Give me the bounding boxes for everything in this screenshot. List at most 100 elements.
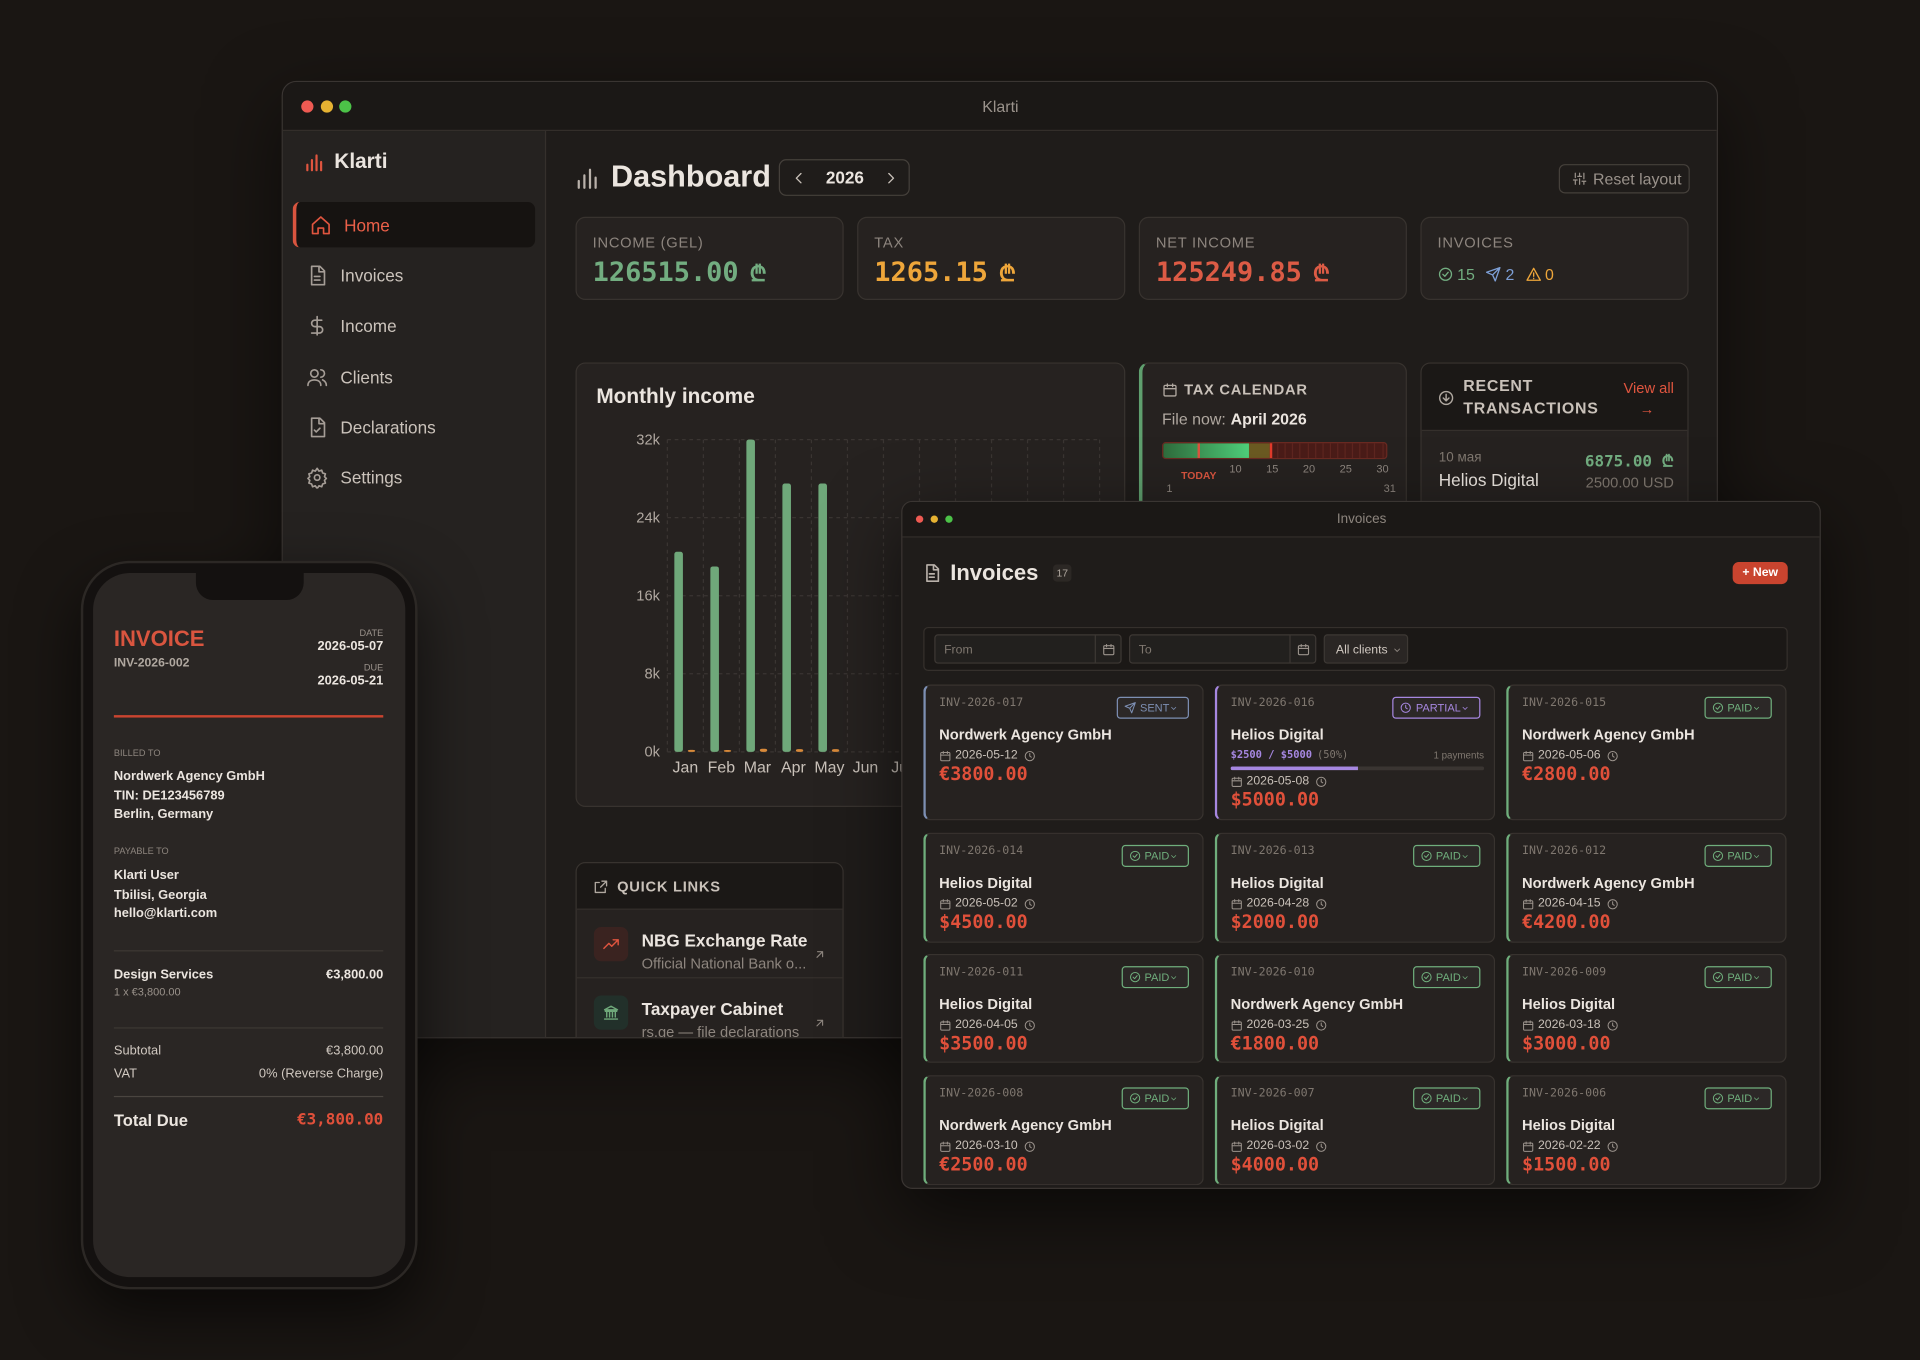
phone-screen: INVOICE INV-2026-002 DATE 2026-05-07 DUE 2026… <box>93 573 406 1278</box>
icon-shape <box>1523 1141 1534 1146</box>
icon-shape <box>1103 644 1115 655</box>
invoice-amount: €1800.00 <box>1230 1032 1320 1055</box>
status-badge[interactable]: PAID <box>1121 966 1189 989</box>
calendar-icon <box>1231 1019 1242 1031</box>
nav-item[interactable] <box>293 252 535 297</box>
icon-shape <box>307 467 328 489</box>
status-badge[interactable]: PAID <box>1704 844 1772 867</box>
dashboard-icon <box>577 168 597 189</box>
file-now-label: File now: <box>1162 409 1226 428</box>
icon-shape <box>940 1019 951 1025</box>
date-filter[interactable]: To <box>1128 634 1317 664</box>
invoice-card[interactable]: INV-2026-012 PAID Nordwerk Agency GmbH 2026… <box>1506 832 1787 943</box>
invoice-id: INV-2026-012 <box>1522 844 1607 858</box>
window-dot[interactable] <box>930 515 939 524</box>
icon-shape <box>1754 975 1760 979</box>
invoice-id: INV-2026-016 <box>1230 696 1315 710</box>
invoice-card[interactable]: INV-2026-009 PAID Helios Digital 2026-03-18… <box>1506 953 1787 1063</box>
status-icon <box>1129 1093 1140 1104</box>
icon-shape <box>1231 1142 1242 1152</box>
invoice-card[interactable]: INV-2026-006 PAID Helios Digital 2026-02-22… <box>1506 1075 1787 1186</box>
tax-bar-tick <box>1351 443 1354 458</box>
y-tick-label: 32k <box>636 432 660 448</box>
status-badge[interactable]: PAID <box>1704 1087 1772 1110</box>
nav-icon <box>311 216 330 235</box>
invoice-id: INV-2026-010 <box>1230 965 1315 979</box>
window-dot[interactable] <box>944 515 953 524</box>
nav-item[interactable] <box>293 303 535 348</box>
invoice-card[interactable]: INV-2026-008 PAID Nordwerk Agency GmbH 2026… <box>923 1075 1204 1186</box>
quick-link[interactable]: Taxpayer Cabinet rs.ge — file declaration… <box>577 978 843 1037</box>
title-bar <box>282 82 1717 132</box>
invoice-card[interactable]: INV-2026-013 PAID Helios Digital 2026-04-28… <box>1214 832 1496 943</box>
icon-shape <box>1421 1093 1432 1104</box>
bar <box>818 483 827 752</box>
tax-bar-tick <box>1337 443 1339 458</box>
status-badge[interactable]: PAID <box>1121 1087 1189 1110</box>
status-badge[interactable]: PARTIAL <box>1392 696 1481 719</box>
invoice-amount: $1500.00 <box>1522 1153 1611 1176</box>
new-invoice-button[interactable]: + New <box>1732 562 1788 585</box>
nav-item[interactable] <box>293 353 535 398</box>
chevron <box>1754 706 1760 710</box>
status-label: PAID <box>1144 1092 1170 1105</box>
nav-item[interactable] <box>293 454 535 499</box>
status-badge[interactable]: PAID <box>1704 966 1772 989</box>
count-icon <box>1438 267 1453 281</box>
icon-shape <box>1421 850 1432 862</box>
invoice-card[interactable]: INV-2026-007 PAID Helios Digital 2026-03-02… <box>1214 1075 1496 1186</box>
invoice-card[interactable]: INV-2026-014 PAID Helios Digital 2026-05-02… <box>923 832 1204 943</box>
icon-shape <box>1316 1019 1327 1031</box>
status-badge[interactable]: PAID <box>1412 844 1481 867</box>
nav-label: Declarations <box>340 417 436 437</box>
icon-shape <box>1523 750 1534 756</box>
invoice-card[interactable]: INV-2026-015 PAID Nordwerk Agency GmbH 2026… <box>1506 684 1787 821</box>
invoice-id: INV-2026-006 <box>1522 1086 1607 1101</box>
invoice-card[interactable]: INV-2026-017 SENT Nordwerk Agency GmbH 2026… <box>923 684 1204 821</box>
day-tick-label: 20 <box>1302 462 1316 476</box>
invoice-date-row: 2026-03-10 <box>939 1139 1040 1153</box>
x-tick-label: Jun <box>853 760 879 777</box>
bar <box>782 483 791 752</box>
icon-shape <box>603 1005 619 1020</box>
nav-icon <box>307 368 328 386</box>
nav-item-active[interactable] <box>292 202 536 248</box>
window-dot[interactable] <box>339 100 352 113</box>
icon-shape <box>1523 1020 1534 1031</box>
icon-shape <box>1607 898 1618 909</box>
chevron <box>1462 975 1468 979</box>
icon-shape <box>1438 390 1454 406</box>
status-badge[interactable]: PAID <box>1704 696 1772 719</box>
window-dot[interactable] <box>320 100 334 113</box>
invoice-date-row: 2026-03-02 <box>1231 1139 1332 1153</box>
transaction-amount: 6875.00 ₾ <box>1584 453 1674 472</box>
invoice-card[interactable]: INV-2026-011 PAID Helios Digital 2026-04-05… <box>923 953 1204 1063</box>
icon-shape <box>1129 972 1140 983</box>
window-dot[interactable] <box>915 515 924 524</box>
chevron <box>1754 854 1760 858</box>
client-filter[interactable]: All clients <box>1323 634 1409 664</box>
status-badge[interactable]: PAID <box>1412 966 1481 989</box>
invoice-date: 2026-02-22 <box>1537 1139 1601 1153</box>
status-badge[interactable]: PAID <box>1412 1087 1481 1110</box>
icon-shape <box>1163 384 1177 397</box>
reset-layout-button[interactable]: Reset layout <box>1558 164 1690 194</box>
date-filter[interactable]: From <box>934 634 1122 664</box>
icon-shape <box>1714 853 1721 858</box>
invoice-date: 2026-03-18 <box>1537 1018 1601 1032</box>
quick-link[interactable]: NBG Exchange Rate Official National Bank … <box>576 910 843 979</box>
invoice-card[interactable]: INV-2026-016 PARTIAL Helios Digital $2500 /… <box>1214 684 1496 821</box>
status-label: PAID <box>1727 1092 1753 1105</box>
status-badge[interactable]: PAID <box>1121 844 1189 867</box>
icon-shape <box>1607 750 1618 761</box>
status-badge[interactable]: SENT <box>1116 696 1189 719</box>
icon-shape <box>1024 750 1036 761</box>
clock-icon <box>1607 1019 1618 1031</box>
date-filter-placeholder: To <box>1138 643 1152 657</box>
window-dot[interactable] <box>301 100 314 113</box>
icon-shape <box>1405 704 1409 710</box>
payable-to-line: hello@klarti.com <box>113 906 218 921</box>
invoice-card[interactable]: INV-2026-010 PAID Nordwerk Agency GmbH 2026… <box>1214 953 1496 1063</box>
chevron <box>1171 1096 1177 1100</box>
clock-icon <box>1316 776 1327 787</box>
